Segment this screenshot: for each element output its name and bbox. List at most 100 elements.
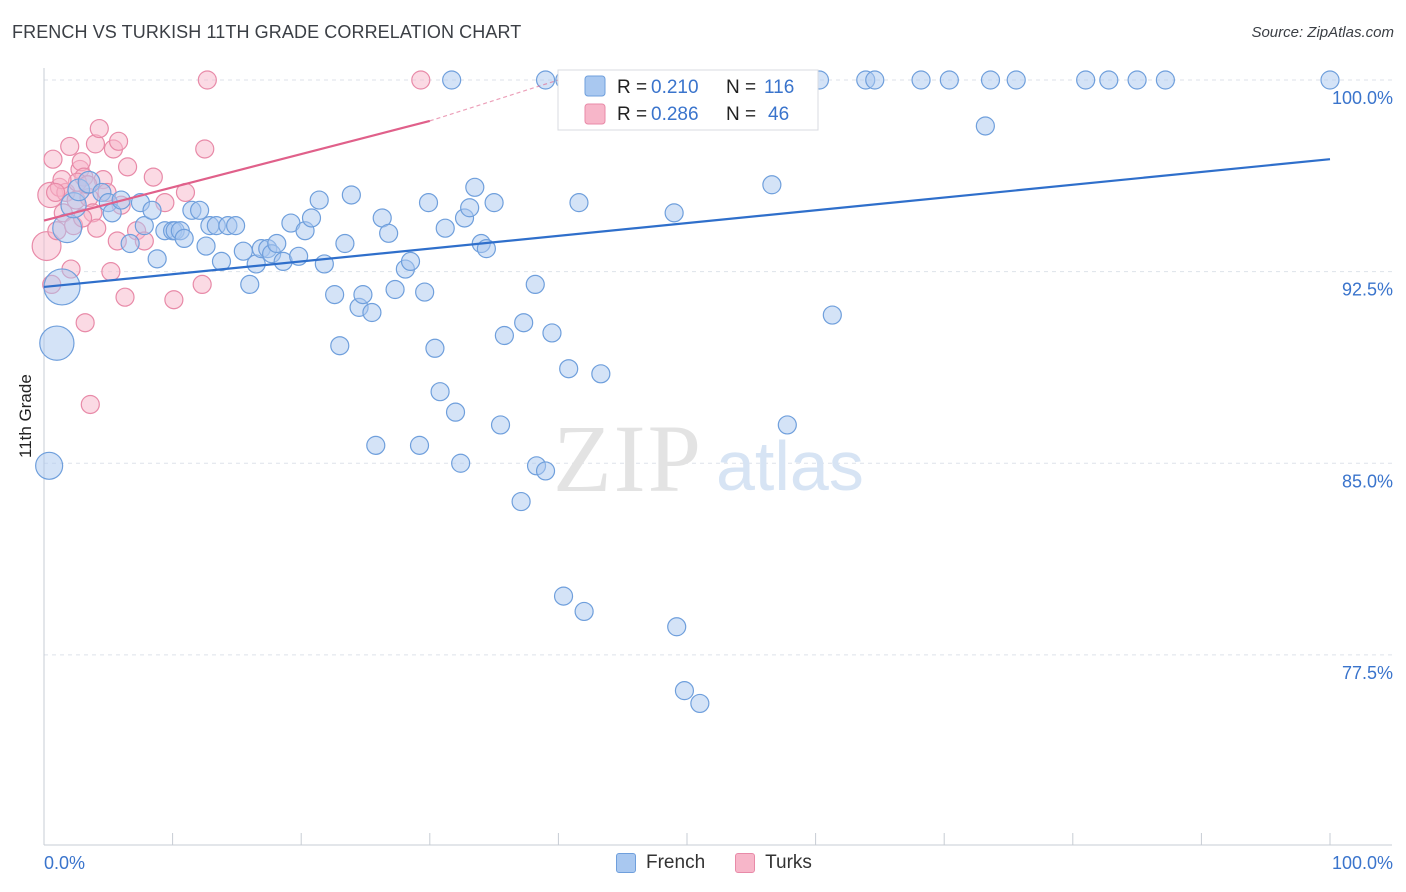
french-n-value: 116 — [764, 77, 794, 98]
french-point — [535, 461, 556, 481]
stats-legend: R = 0.210 N = 116 R = 0.286 N = 46 — [557, 69, 819, 131]
x-tick-label-min: 0.0% — [44, 853, 85, 873]
french-point — [142, 200, 162, 220]
turks-point — [195, 139, 215, 159]
turks-point — [80, 394, 100, 415]
turks-point — [197, 70, 217, 90]
turks-trend-extension — [429, 79, 559, 122]
y-tick-label: 92.5% — [1342, 280, 1393, 300]
french-point — [574, 601, 594, 622]
x-tick-label-max: 100.0% — [1332, 853, 1393, 873]
turks-point — [87, 218, 107, 238]
legend-item-french[interactable]: French — [616, 852, 705, 874]
y-tick-label: 77.5% — [1342, 663, 1393, 683]
french-point — [911, 70, 931, 90]
turks-point — [45, 182, 66, 203]
french-point — [174, 228, 194, 249]
french-point — [525, 274, 545, 294]
french-point — [511, 491, 531, 512]
french-point — [385, 279, 405, 300]
legend-item-turks[interactable]: Turks — [735, 852, 812, 874]
french-point — [425, 338, 445, 358]
y-tick-label: 100.0% — [1332, 88, 1393, 108]
x-tick-labels: 0.0% 100.0% — [44, 853, 1393, 873]
french-point — [190, 200, 210, 220]
french-point — [1320, 70, 1340, 90]
turks-legend-swatch — [584, 103, 606, 125]
source-label: Source: ZipAtlas.com — [1251, 24, 1394, 41]
french-point — [39, 325, 75, 361]
french-point — [553, 586, 574, 606]
french-point — [591, 364, 611, 384]
turks-point — [115, 287, 135, 307]
legend-label-french: French — [646, 852, 706, 873]
french-n-label: N = — [726, 77, 756, 98]
french-point — [1127, 70, 1147, 90]
gridlines — [44, 79, 1392, 656]
french-point — [1155, 70, 1175, 90]
french-point — [442, 70, 462, 90]
french-trend-line — [43, 158, 1331, 289]
french-point — [542, 323, 562, 343]
legend-swatch-french — [616, 853, 636, 873]
french-point — [240, 274, 260, 294]
french-legend-swatch — [584, 75, 606, 97]
french-r-value: 0.210 — [651, 77, 699, 98]
french-point — [465, 177, 485, 197]
french-point — [865, 70, 885, 90]
turks-n-value: 46 — [768, 104, 789, 125]
legend-label-turks: Turks — [765, 852, 812, 873]
french-point — [514, 313, 534, 333]
french-r-label: R = — [617, 77, 647, 98]
turks-point — [60, 136, 80, 157]
french-point — [667, 617, 687, 637]
french-point — [120, 233, 140, 254]
french-point — [535, 70, 556, 90]
y-axis-title: 11th Grade — [16, 374, 35, 458]
french-point — [379, 223, 399, 243]
french-point — [690, 693, 710, 714]
turks-point — [164, 290, 184, 310]
y-axis-title-wrap: 11th Grade — [16, 374, 36, 458]
french-point — [569, 193, 589, 213]
french-point — [762, 175, 782, 195]
french-point — [939, 70, 959, 90]
turks-point — [108, 131, 129, 151]
french-point — [490, 415, 511, 435]
french-point — [325, 285, 345, 305]
french-point — [451, 453, 471, 473]
turks-r-label: R = — [617, 104, 647, 125]
turks-point — [89, 118, 109, 139]
turks-series — [31, 70, 431, 415]
french-point — [309, 190, 329, 210]
legend-swatch-turks — [735, 853, 756, 873]
french-point — [226, 216, 246, 236]
turks-point — [192, 274, 212, 294]
french-point — [445, 402, 466, 422]
french-point — [777, 415, 797, 435]
french-point — [35, 451, 64, 480]
turks-point — [75, 313, 95, 333]
french-point — [484, 193, 504, 213]
french-point — [430, 382, 450, 402]
french-point — [196, 236, 216, 256]
french-point — [418, 193, 439, 213]
french-point — [494, 325, 514, 346]
french-point — [559, 359, 579, 379]
french-point — [822, 305, 842, 325]
watermark: ZIP atlas — [553, 405, 864, 512]
french-point — [975, 116, 995, 136]
french-point — [335, 233, 355, 254]
turks-point — [143, 167, 163, 187]
turks-n-label: N = — [726, 104, 756, 125]
french-point — [301, 208, 322, 228]
turks-r-value: 0.286 — [651, 104, 699, 125]
french-point — [1006, 70, 1026, 90]
turks-point — [117, 157, 138, 177]
turks-point — [43, 149, 63, 169]
french-point — [341, 185, 361, 205]
french-point — [460, 198, 480, 218]
french-point — [409, 435, 430, 455]
turks-trend-line — [43, 119, 431, 222]
